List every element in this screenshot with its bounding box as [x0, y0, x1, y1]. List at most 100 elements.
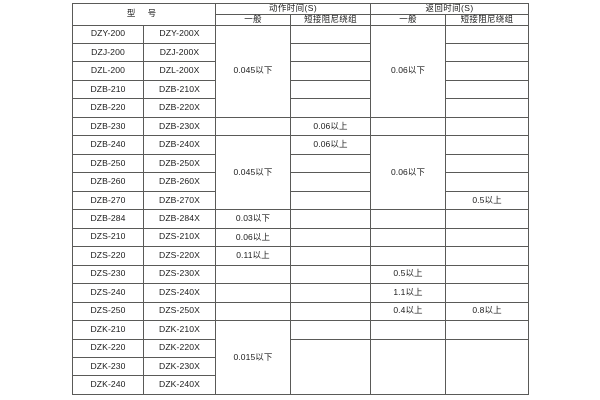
model-code-primary: DZB-230: [72, 116, 144, 137]
action-damped-value: [289, 301, 372, 322]
return-normal-value: [370, 246, 447, 266]
return-normal-value: [370, 116, 447, 137]
action-normal-value: 0.11以上: [215, 246, 291, 266]
return-damped-value: [445, 42, 530, 63]
model-code-primary: DZS-220: [72, 246, 144, 266]
model-code-variant: DZB-210X: [143, 79, 216, 100]
action-damped-value: [289, 246, 372, 266]
return-normal-value: [370, 209, 447, 229]
action-damped-value: 0.06以上: [289, 135, 372, 155]
action-damped-value: [289, 320, 372, 340]
header-action-normal: 一般: [215, 13, 291, 26]
model-code-primary: DZB-220: [72, 98, 144, 118]
table-row: DZB-240 DZB-240X 0.045以下 0.06以上 0.06以下: [72, 135, 530, 211]
return-damped-value: [445, 227, 530, 248]
model-code-variant: DZK-210X: [143, 320, 216, 340]
model-code-primary: DZS-250: [72, 301, 144, 322]
table-row: DZS-250 DZS-250X 0.4以上 0.8以上: [72, 301, 530, 322]
table-row: DZK-230 DZK-230X: [72, 356, 529, 377]
model-code-variant: DZL-200X: [143, 61, 216, 81]
action-normal-value: 0.06以上: [215, 227, 291, 248]
action-normal-value: [215, 116, 291, 137]
model-code-variant: DZS-220X: [143, 246, 216, 266]
model-code-primary: DZK-210: [72, 320, 144, 340]
action-normal-value: 0.045以下: [215, 135, 291, 211]
table-row: DZL-200 DZL-200X: [72, 61, 530, 81]
return-damped-value: [445, 98, 530, 118]
model-code-primary: DZS-240: [72, 283, 144, 303]
model-code-variant: DZB-284X: [143, 209, 216, 229]
action-damped-value: [289, 24, 372, 45]
table-row: DZB-270 DZB-270X 0.5以上: [72, 190, 530, 211]
action-damped-value: [289, 283, 372, 303]
action-damped-value: [289, 264, 372, 285]
table-head: 型 号 动作时间(S) 返回时间(S) 一般 短接阻尼绕组 一般 短接阻尼绕组: [72, 3, 530, 26]
model-code-primary: DZB-210: [72, 79, 144, 100]
model-code-variant: DZS-210X: [143, 227, 216, 248]
action-normal-value: [215, 301, 291, 322]
return-damped-value: [445, 153, 530, 174]
action-damped-value: [289, 227, 372, 248]
model-code-variant: DZK-220X: [143, 338, 216, 358]
model-code-primary: DZK-240: [72, 375, 144, 395]
model-code-variant: DZK-240X: [143, 375, 216, 395]
action-normal-value: 0.03以下: [215, 209, 291, 229]
table-row: DZB-250 DZB-250X: [72, 153, 530, 174]
action-damped-value: [289, 79, 372, 100]
table-row: DZS-240 DZS-240X 1.1以上: [72, 283, 530, 303]
model-code-primary: DZB-284: [72, 209, 144, 229]
table-row: DZB-220 DZB-220X: [72, 98, 530, 118]
action-normal-value: [215, 264, 291, 285]
model-code-variant: DZB-240X: [143, 135, 216, 155]
model-code-variant: DZB-270X: [143, 190, 216, 211]
return-damped-value: [445, 135, 530, 155]
table-row: DZB-284 DZB-284X 0.03以下: [72, 209, 530, 229]
table-row: DZS-210 DZS-210X 0.06以上: [72, 227, 530, 248]
table-row: DZJ-200 DZJ-200X: [72, 42, 530, 63]
action-normal-value: [215, 283, 291, 303]
table-row: DZS-220 DZS-220X 0.11以上: [72, 246, 530, 266]
return-damped-value: 0.5以上: [445, 190, 530, 211]
table-row: DZS-230 DZS-230X 0.5以上: [72, 264, 530, 285]
table-body: DZY-200 DZY-200X 0.045以下 0.06以下 DZJ-200 …: [72, 24, 530, 395]
return-normal-value: 0.06以下: [370, 24, 447, 118]
return-damped-value: [445, 264, 530, 285]
model-code-variant: DZY-200X: [143, 24, 216, 45]
table-row: DZY-200 DZY-200X 0.045以下 0.06以下: [72, 24, 530, 118]
table-row: DZB-210 DZB-210X: [72, 79, 530, 100]
action-damped-value: [289, 338, 372, 395]
return-damped-value: [445, 338, 530, 395]
return-damped-value: [445, 79, 530, 100]
header-return-normal: 一般: [370, 13, 447, 26]
table-row: DZK-210 DZK-210X 0.015以下: [72, 320, 530, 395]
return-normal-value: 1.1以上: [370, 283, 447, 303]
return-damped-value: [445, 172, 530, 192]
model-code-primary: DZS-210: [72, 227, 144, 248]
model-code-variant: DZB-220X: [143, 98, 216, 118]
model-code-primary: DZB-270: [72, 190, 144, 211]
model-code-primary: DZL-200: [72, 61, 144, 81]
model-code-primary: DZY-200: [72, 24, 144, 45]
model-code-variant: DZS-230X: [143, 264, 216, 285]
model-code-primary: DZJ-200: [72, 42, 144, 63]
action-damped-value: [289, 209, 372, 229]
header-return-time: 返回时间(S): [370, 3, 530, 15]
table-row: DZB-260 DZB-260X: [72, 172, 530, 192]
action-damped-value: [289, 153, 372, 174]
header-action-damped: 短接阻尼绕组: [289, 13, 372, 26]
model-code-variant: DZB-250X: [143, 153, 216, 174]
model-code-variant: DZJ-200X: [143, 42, 216, 63]
action-damped-value: [289, 172, 372, 192]
header-action-time: 动作时间(S): [214, 3, 372, 15]
header-row-sub: 一般 短接阻尼绕组 一般 短接阻尼绕组: [73, 13, 530, 26]
model-code-variant: DZB-260X: [143, 172, 216, 192]
model-code-variant: DZB-230X: [143, 116, 216, 137]
model-code-variant: DZS-250X: [143, 301, 216, 322]
return-damped-value: [445, 283, 530, 303]
model-code-primary: DZB-250: [72, 153, 144, 174]
table-row: DZK-240 DZK-240X: [72, 375, 529, 395]
return-normal-value: [370, 320, 447, 340]
return-normal-value: 0.5以上: [370, 264, 447, 285]
action-damped-value: [289, 98, 372, 118]
